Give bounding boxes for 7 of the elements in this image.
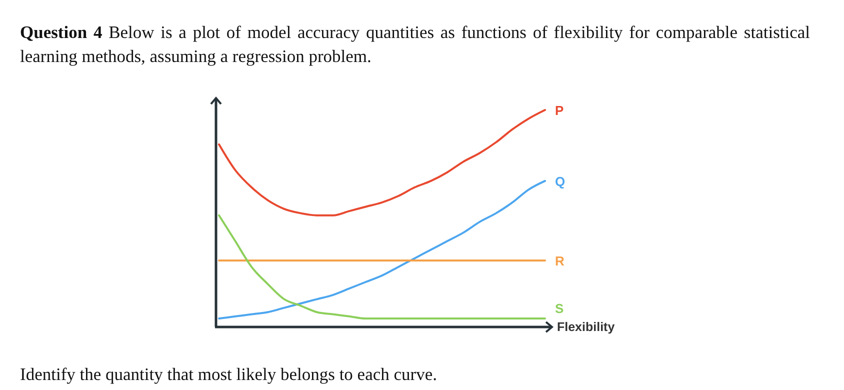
series-label: P [555, 103, 564, 118]
x-axis-title: Flexibility [557, 320, 615, 334]
text: Identify the quantity that most likely belongs to each curve. [20, 364, 437, 385]
chart-title: Question 4 Below is a plot of model accuracy quantities as functions of flexibility for comparable statistical learning methods, assuming a regression problem. [20, 21, 810, 68]
series-label: S [555, 301, 564, 316]
series-label: R [555, 254, 565, 268]
series-label: Q [555, 174, 566, 189]
